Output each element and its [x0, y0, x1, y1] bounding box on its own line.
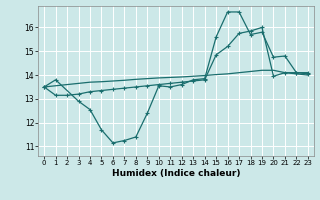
X-axis label: Humidex (Indice chaleur): Humidex (Indice chaleur) — [112, 169, 240, 178]
